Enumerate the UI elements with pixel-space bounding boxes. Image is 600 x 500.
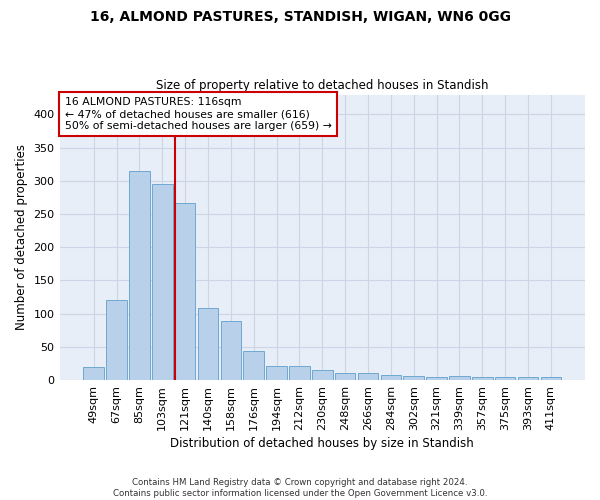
Bar <box>129 171 150 380</box>
Bar <box>198 308 218 380</box>
Title: Size of property relative to detached houses in Standish: Size of property relative to detached ho… <box>156 79 488 92</box>
Bar <box>221 321 241 380</box>
X-axis label: Distribution of detached houses by size in Standish: Distribution of detached houses by size … <box>170 437 474 450</box>
Text: 16, ALMOND PASTURES, STANDISH, WIGAN, WN6 0GG: 16, ALMOND PASTURES, STANDISH, WIGAN, WN… <box>89 10 511 24</box>
Bar <box>449 376 470 380</box>
Bar <box>403 376 424 380</box>
Bar <box>541 378 561 380</box>
Bar <box>289 366 310 380</box>
Bar <box>358 374 378 380</box>
Text: Contains HM Land Registry data © Crown copyright and database right 2024.
Contai: Contains HM Land Registry data © Crown c… <box>113 478 487 498</box>
Text: 16 ALMOND PASTURES: 116sqm
← 47% of detached houses are smaller (616)
50% of sem: 16 ALMOND PASTURES: 116sqm ← 47% of deta… <box>65 98 332 130</box>
Bar <box>175 203 196 380</box>
Bar <box>380 376 401 380</box>
Bar <box>266 366 287 380</box>
Bar <box>152 184 173 380</box>
Bar <box>106 300 127 380</box>
Bar <box>495 378 515 380</box>
Bar <box>83 367 104 380</box>
Bar <box>426 376 447 380</box>
Y-axis label: Number of detached properties: Number of detached properties <box>15 144 28 330</box>
Bar <box>244 351 264 380</box>
Bar <box>312 370 332 380</box>
Bar <box>518 378 538 380</box>
Bar <box>472 376 493 380</box>
Bar <box>335 374 355 380</box>
